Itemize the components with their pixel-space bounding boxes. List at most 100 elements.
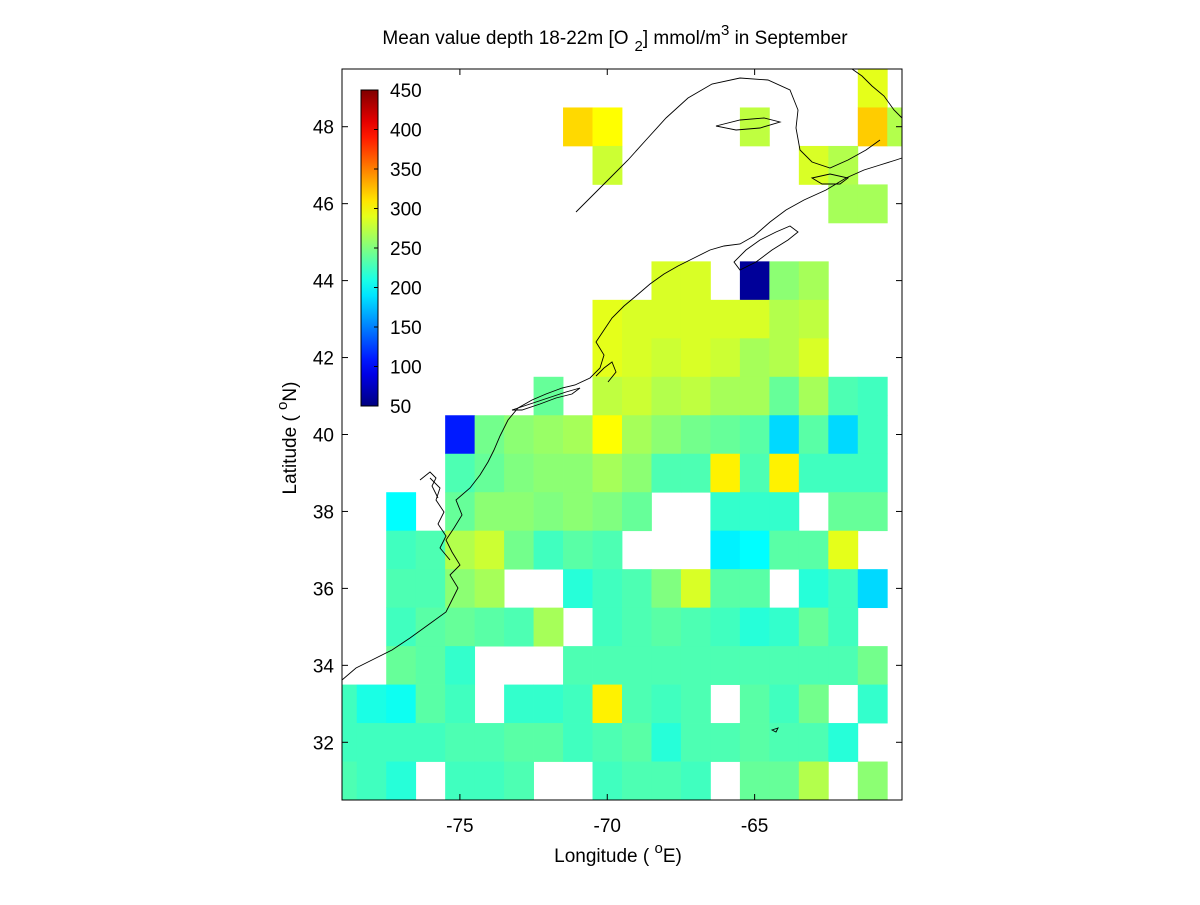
heatmap-cell (474, 453, 505, 493)
heatmap-cell (857, 453, 888, 493)
heatmap-cell (710, 723, 741, 762)
heatmap-cell (857, 761, 888, 801)
plot-area: -75 -70 -65 32 34 36 38 40 42 44 46 48 (313, 68, 903, 837)
heatmap-cell (592, 145, 623, 185)
colorbar-tick-label: 150 (390, 318, 422, 339)
heatmap-cell (386, 492, 417, 532)
heatmap-cell (828, 145, 859, 185)
heatmap-cell (474, 530, 505, 570)
heatmap-cell (710, 569, 741, 609)
heatmap-cell (828, 646, 859, 685)
heatmap-cell (651, 453, 682, 493)
heatmap-cell (769, 415, 800, 455)
heatmap-cell (533, 607, 564, 647)
heatmap-cell (798, 761, 829, 801)
coastline-long-island (511, 387, 581, 411)
coastline-chesapeake (429, 477, 451, 561)
heatmap-cell (798, 530, 829, 570)
heatmap-cell (680, 338, 711, 378)
coastline-anticosti (715, 117, 782, 131)
heatmap-cell (857, 107, 888, 147)
y-axis-ticks: 32 34 36 38 40 42 44 46 48 (313, 118, 902, 754)
heatmap-cell (415, 684, 446, 724)
heatmap-cell (680, 723, 711, 762)
heatmap-cell (563, 415, 593, 455)
heatmap-cell (857, 646, 888, 685)
heatmap-cell (504, 684, 534, 724)
heatmap-cell (739, 261, 770, 301)
heatmap-cell (739, 646, 770, 685)
y-tick-label: 34 (313, 656, 335, 677)
heatmap-cell (710, 376, 741, 416)
heatmap-cell (680, 569, 711, 609)
heatmap-cell (622, 684, 652, 724)
heatmap-cell (828, 184, 859, 224)
y-axis-label: Latitude ( oN) (274, 382, 301, 495)
heatmap-cell (622, 338, 652, 378)
heatmap-cell (386, 607, 417, 647)
chart-title: Mean value depth 18-22m [O 2] mmol/m3 in … (382, 22, 848, 55)
heatmap-cell (592, 761, 623, 801)
heatmap-cell (769, 684, 800, 724)
heatmap-cell (474, 607, 505, 647)
y-tick-label: 36 (313, 579, 334, 600)
heatmap-cell (651, 261, 682, 301)
heatmap-cell (622, 569, 652, 609)
heatmap-cell (651, 299, 682, 339)
heatmap-cell (415, 569, 446, 609)
heatmap-cell (769, 261, 800, 301)
heatmap-cell (592, 569, 623, 609)
heatmap-cell (563, 453, 593, 493)
title-main: Mean value depth 18-22m [O (382, 28, 628, 49)
heatmap-cell (769, 376, 800, 416)
heatmap-cell (386, 761, 417, 801)
x-tick-label: -70 (594, 816, 621, 837)
heatmap-cell (356, 723, 387, 762)
heatmap-cell (739, 107, 770, 147)
heatmap-cell (710, 607, 741, 647)
heatmap-cell (592, 646, 623, 685)
heatmap-cell (739, 761, 770, 801)
heatmap-cell (415, 530, 446, 570)
heatmap-cell (828, 415, 859, 455)
heatmap-cell (739, 723, 770, 762)
heatmap-cell (563, 530, 593, 570)
heatmap-cell (445, 607, 476, 647)
heatmap-cell (710, 530, 741, 570)
heatmap-cell (504, 607, 534, 647)
x-tick-label: -75 (446, 816, 473, 837)
heatmap-cell (342, 723, 358, 762)
heatmap-cell (769, 299, 800, 339)
heatmap-cell (592, 376, 623, 416)
heatmap-cell (739, 415, 770, 455)
colorbar-tick-label: 450 (390, 81, 422, 102)
heatmap-cell (622, 299, 652, 339)
heatmap-cell (533, 415, 564, 455)
heatmap-cell (739, 338, 770, 378)
heatmap-cell (342, 684, 358, 724)
heatmap-cell (592, 530, 623, 570)
heatmap-cell (504, 530, 534, 570)
y-tick-label: 44 (313, 272, 335, 293)
heatmap-cell (769, 530, 800, 570)
heatmap-cell (739, 607, 770, 647)
heatmap-cell (474, 761, 505, 801)
heatmap-cell (386, 530, 417, 570)
heatmap-cell (622, 453, 652, 493)
heatmap-cell (710, 338, 741, 378)
heatmap-cell (445, 453, 476, 493)
heatmap-cell (739, 299, 770, 339)
y-tick-label: 46 (313, 195, 334, 216)
heatmap-cell (651, 761, 682, 801)
heatmap-cell (651, 376, 682, 416)
heatmap-cell (857, 569, 888, 609)
colorbar-tick-label: 100 (390, 358, 422, 379)
heatmap-cell (798, 646, 829, 685)
heatmap-cell (887, 107, 903, 147)
heatmap-cell (739, 453, 770, 493)
coastline-gulf-st-lawrence (575, 77, 881, 213)
ylabel-sup: o (274, 402, 291, 410)
colorbar-fill (361, 90, 378, 406)
heatmap-cell (710, 299, 741, 339)
heatmap-cell (651, 415, 682, 455)
